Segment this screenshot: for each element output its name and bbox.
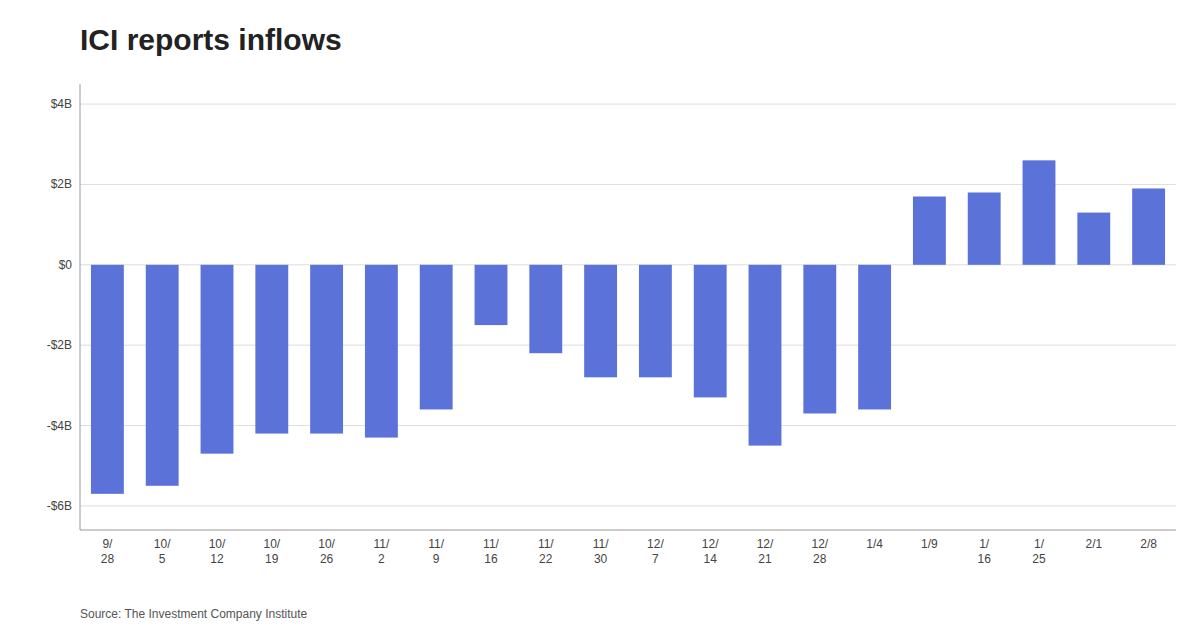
grid — [80, 104, 1176, 506]
grid-line — [80, 104, 1176, 105]
x-tick-label: 1/4 — [866, 537, 883, 551]
y-tick-label: -$4B — [47, 419, 72, 433]
bar — [91, 265, 124, 494]
bar — [968, 192, 1001, 264]
bar — [913, 197, 946, 265]
x-tick-label: 2/1 — [1085, 537, 1102, 551]
bar — [1132, 188, 1165, 264]
x-tick-label: 10/19 — [263, 537, 280, 566]
y-tick-label: -$2B — [47, 338, 72, 352]
y-tick-label: $4B — [51, 97, 72, 111]
bar — [475, 265, 508, 325]
bar — [201, 265, 234, 454]
chart: ICI reports inflows -$6B -$4B -$2B $0 $2B $4B 9… — [0, 0, 1200, 630]
bar — [858, 265, 891, 410]
y-axis-line — [80, 84, 81, 530]
grid-line — [80, 505, 1176, 506]
grid-line — [80, 184, 1176, 185]
bar — [639, 265, 672, 378]
bar — [529, 265, 562, 353]
x-tick-label: 11/22 — [538, 537, 554, 566]
y-tick-label: $0 — [59, 258, 73, 272]
x-tick-label: 1/16 — [978, 537, 992, 566]
x-tick-label: 12/7 — [647, 537, 664, 566]
bar — [803, 265, 836, 414]
x-tick-label: 10/12 — [209, 537, 226, 566]
bar — [749, 265, 782, 446]
bar — [1077, 213, 1110, 265]
grid-line — [80, 264, 1176, 265]
title: ICI reports inflows — [80, 23, 342, 56]
x-tick-label: 12/14 — [702, 537, 719, 566]
x-tick-label: 11/16 — [483, 537, 499, 566]
x-tick-label: 2/8 — [1140, 537, 1157, 551]
bar — [1023, 160, 1056, 264]
bar — [694, 265, 727, 398]
x-tick-label: 10/5 — [154, 537, 171, 566]
x-tick-label: 12/28 — [811, 537, 828, 566]
bar — [584, 265, 617, 378]
y-tick-label: $2B — [51, 177, 72, 191]
x-axis-line — [80, 530, 1176, 531]
bar — [255, 265, 288, 434]
x-tick-label: 11/2 — [374, 537, 390, 566]
x-tick-label: 1/9 — [921, 537, 938, 551]
grid-line — [80, 345, 1176, 346]
x-tick-label: 12/21 — [757, 537, 774, 566]
source-note: Source: The Investment Company Institute — [80, 607, 308, 621]
bar — [146, 265, 179, 486]
bar — [420, 265, 453, 410]
x-tick-label: 10/26 — [318, 537, 335, 566]
x-tick-label: 9/28 — [101, 537, 115, 566]
bar — [310, 265, 343, 434]
bars — [91, 160, 1165, 493]
bar — [365, 265, 398, 438]
grid-line — [80, 425, 1176, 426]
x-tick-label: 11/30 — [593, 537, 609, 566]
x-tick-label: 11/9 — [428, 537, 444, 566]
y-tick-label: -$6B — [47, 499, 72, 513]
x-tick-label: 1/25 — [1032, 537, 1046, 566]
